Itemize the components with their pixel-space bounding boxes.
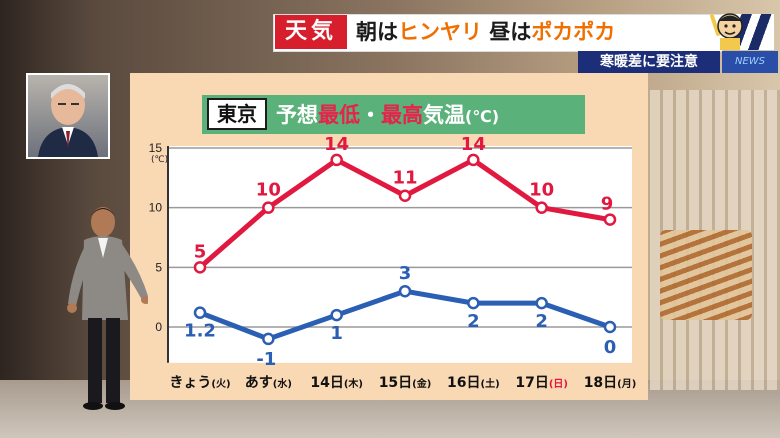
headline-text: 朝はヒンヤリ 昼はポカポカ bbox=[356, 15, 615, 49]
news-tag: NEWS bbox=[722, 51, 778, 73]
x-tick-label: 15日(金) bbox=[379, 375, 432, 391]
high-point bbox=[262, 201, 275, 214]
high-point bbox=[467, 153, 480, 167]
low-point bbox=[535, 296, 548, 310]
headline-part-2: ヒンヤリ bbox=[398, 20, 482, 44]
studio-wave-sculpture bbox=[660, 230, 752, 320]
low-point bbox=[330, 308, 343, 322]
high-data-label: 9 bbox=[601, 194, 614, 215]
headline-part-3: 昼は bbox=[482, 20, 532, 44]
x-tick-label: 14日(木) bbox=[310, 375, 363, 391]
headline-bar bbox=[273, 14, 723, 52]
high-data-label: 5 bbox=[194, 241, 207, 262]
low-data-label: 2 bbox=[535, 311, 548, 332]
low-point bbox=[398, 284, 412, 298]
high-data-label: 10 bbox=[256, 180, 281, 201]
high-data-label: 14 bbox=[461, 134, 486, 155]
headline-part-4: ポカポカ bbox=[531, 20, 616, 44]
high-data-label: 11 bbox=[392, 168, 417, 189]
low-point bbox=[603, 320, 617, 334]
anchor-inset bbox=[26, 73, 110, 159]
y-tick-label: 0 bbox=[155, 320, 162, 334]
x-tick-label: 16日(土) bbox=[447, 375, 500, 391]
title-part-1: 予想 bbox=[276, 103, 318, 127]
x-tick-label: あす(水) bbox=[245, 375, 292, 391]
low-data-label: 1.2 bbox=[184, 321, 216, 342]
high-point bbox=[535, 201, 548, 214]
low-point bbox=[467, 296, 480, 310]
weather-badge: 天気 bbox=[275, 15, 347, 49]
y-tick-label: 5 bbox=[155, 260, 162, 274]
high-point bbox=[193, 261, 207, 274]
subtitle-bar: 寒暖差に要注意 bbox=[578, 51, 720, 73]
low-point bbox=[262, 332, 275, 346]
high-point bbox=[330, 153, 343, 167]
high-data-label: 10 bbox=[529, 180, 554, 201]
board-title-text: 予想最低・最高気温(℃) bbox=[276, 96, 499, 134]
y-tick-label: 15 bbox=[149, 141, 163, 155]
y-unit-label: (℃) bbox=[151, 155, 168, 165]
low-point bbox=[193, 306, 207, 319]
low-data-label: 1 bbox=[330, 323, 343, 344]
board-city-label: 東京 bbox=[207, 98, 267, 130]
x-tick-label: 18日(月) bbox=[584, 375, 637, 391]
high-point bbox=[398, 189, 412, 202]
mascot-icon bbox=[710, 13, 743, 50]
title-part-3: ・ bbox=[360, 103, 381, 127]
x-tick-label: きょう(火) bbox=[169, 375, 230, 391]
low-data-label: 2 bbox=[467, 311, 480, 332]
title-part-2: 最低 bbox=[318, 103, 360, 127]
title-part-6: (℃) bbox=[465, 107, 499, 126]
anchor-figure bbox=[38, 84, 98, 157]
headline-part-1: 朝は bbox=[356, 20, 398, 44]
low-data-label: -1 bbox=[256, 349, 276, 370]
x-tick-label: 17日(日) bbox=[515, 375, 568, 391]
high-data-label: 14 bbox=[324, 134, 349, 155]
title-part-4: 最高 bbox=[381, 103, 423, 127]
low-data-label: 0 bbox=[604, 337, 617, 358]
title-part-5: 気温 bbox=[423, 103, 465, 127]
low-data-label: 3 bbox=[399, 263, 412, 284]
high-point bbox=[603, 213, 617, 226]
presenter-figure bbox=[67, 207, 148, 410]
y-tick-label: 10 bbox=[149, 201, 163, 215]
